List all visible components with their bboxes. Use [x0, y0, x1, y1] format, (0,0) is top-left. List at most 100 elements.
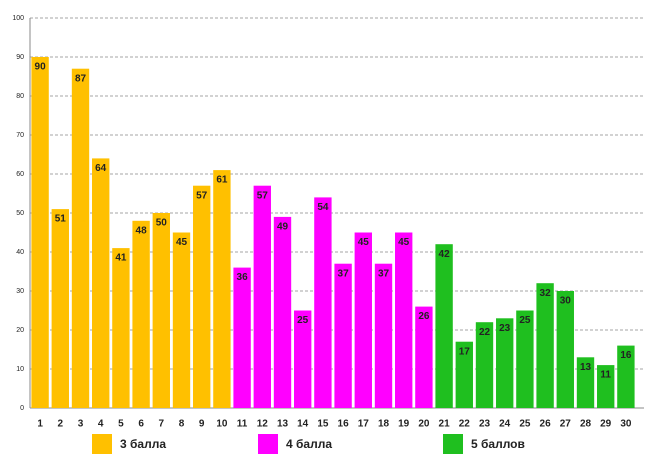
bar — [475, 322, 494, 408]
data-label: 11 — [600, 370, 611, 381]
data-label: 87 — [75, 73, 87, 84]
x-tick-label: 25 — [519, 419, 531, 430]
x-tick-label: 7 — [159, 419, 165, 430]
bar — [51, 209, 69, 408]
x-tick-label: 4 — [98, 419, 104, 430]
bar — [253, 185, 271, 408]
y-tick-label: 20 — [16, 327, 24, 334]
bar — [354, 232, 372, 408]
x-tick-label: 10 — [216, 419, 228, 430]
bar — [172, 232, 191, 408]
data-label: 54 — [317, 202, 329, 213]
y-tick-label: 70 — [16, 132, 24, 139]
legend-swatch — [92, 434, 112, 454]
x-tick-label: 13 — [277, 419, 289, 430]
bar — [152, 213, 170, 408]
x-tick-label: 27 — [560, 419, 572, 430]
bar — [415, 306, 433, 408]
data-label: 42 — [439, 249, 451, 260]
x-tick-label: 29 — [600, 419, 612, 430]
x-tick-label: 23 — [479, 419, 491, 430]
data-label: 49 — [277, 222, 289, 233]
y-tick-label: 10 — [16, 366, 24, 373]
x-tick-label: 16 — [338, 419, 350, 430]
data-label: 45 — [398, 237, 410, 248]
bar — [71, 68, 90, 408]
bar — [213, 170, 231, 408]
bar — [132, 220, 150, 408]
data-label: 30 — [560, 296, 572, 307]
bar — [435, 244, 453, 408]
x-tick-label: 12 — [257, 419, 269, 430]
bar — [576, 357, 595, 408]
data-label: 61 — [216, 175, 228, 186]
data-label: 41 — [115, 253, 127, 264]
x-tick-label: 8 — [179, 419, 185, 430]
data-label: 57 — [196, 190, 208, 201]
y-tick-label: 40 — [16, 249, 24, 256]
x-tick-label: 1 — [37, 419, 43, 430]
x-tick-label: 21 — [439, 419, 451, 430]
legend-swatch — [258, 434, 278, 454]
x-tick-label: 9 — [199, 419, 205, 430]
legend-swatch — [443, 434, 463, 454]
x-tick-label: 26 — [540, 419, 552, 430]
x-tick-label: 18 — [378, 419, 390, 430]
x-tick-label: 19 — [398, 419, 410, 430]
x-tick-label: 30 — [620, 419, 632, 430]
bar — [334, 263, 352, 408]
legend-label: 4 балла — [286, 437, 332, 451]
bar — [556, 291, 574, 408]
data-label: 50 — [156, 218, 168, 229]
y-tick-label: 50 — [16, 210, 24, 217]
data-label: 37 — [338, 268, 350, 279]
bar — [92, 158, 110, 408]
data-label: 57 — [257, 190, 269, 201]
data-label: 17 — [459, 346, 471, 357]
data-label: 23 — [499, 323, 511, 334]
x-tick-label: 22 — [459, 419, 471, 430]
x-tick-label: 28 — [580, 419, 592, 430]
data-label: 36 — [237, 272, 249, 283]
bar — [31, 57, 49, 408]
x-tick-label: 3 — [78, 419, 84, 430]
y-tick-label: 30 — [16, 288, 24, 295]
x-tick-label: 2 — [58, 419, 64, 430]
bar — [112, 248, 130, 408]
bar — [536, 283, 554, 408]
y-tick-label: 0 — [20, 405, 24, 412]
bar — [273, 216, 292, 408]
bar — [395, 232, 413, 408]
bar — [294, 310, 312, 408]
data-label: 16 — [620, 350, 632, 361]
data-label: 13 — [580, 362, 592, 373]
bar — [496, 318, 514, 408]
x-tick-label: 17 — [358, 419, 370, 430]
bar — [516, 310, 534, 408]
data-label: 22 — [479, 327, 491, 338]
x-tick-label: 20 — [418, 419, 430, 430]
data-label: 45 — [176, 237, 188, 248]
data-label: 26 — [418, 311, 430, 322]
bar — [455, 341, 473, 408]
x-tick-label: 11 — [237, 419, 248, 430]
y-tick-label: 100 — [12, 15, 24, 22]
data-label: 45 — [358, 237, 370, 248]
data-label: 48 — [136, 225, 148, 236]
legend-label: 5 баллов — [471, 437, 525, 451]
y-tick-label: 90 — [16, 54, 24, 61]
bar — [193, 185, 211, 408]
legend-label: 3 балла — [120, 437, 166, 451]
data-label: 51 — [55, 214, 67, 225]
x-tick-label: 24 — [499, 419, 511, 430]
y-tick-label: 80 — [16, 93, 24, 100]
data-label: 32 — [540, 288, 552, 299]
bar — [374, 263, 393, 408]
bar — [233, 267, 251, 408]
data-label: 25 — [297, 315, 309, 326]
x-tick-label: 14 — [297, 419, 309, 430]
data-label: 64 — [95, 163, 107, 174]
y-tick-label: 60 — [16, 171, 24, 178]
x-tick-label: 6 — [138, 419, 144, 430]
